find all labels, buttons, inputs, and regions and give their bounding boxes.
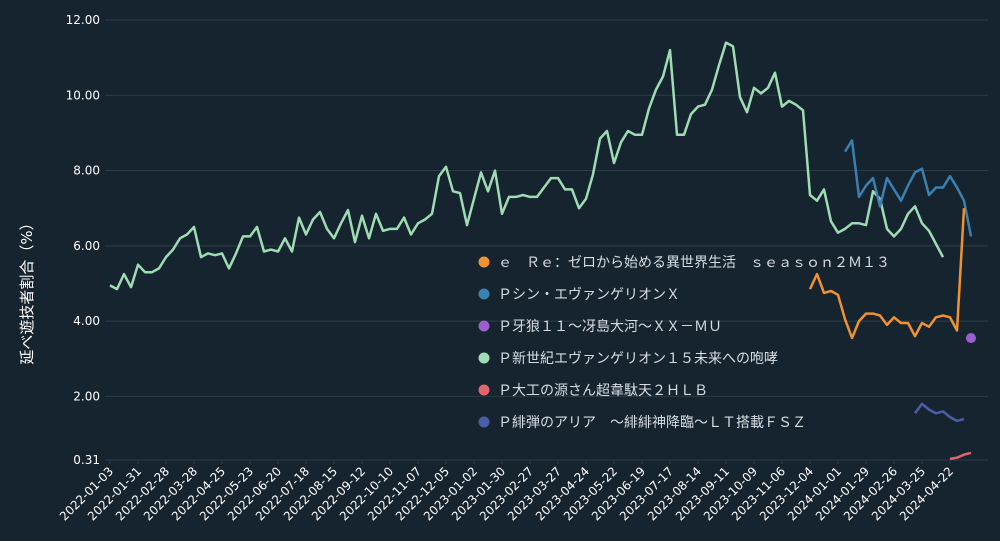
y-tick-label: 8.00 [73,164,100,178]
series-line [109,41,945,291]
legend-marker [478,288,490,300]
legend: ｅ Ｒｅ：ゼロから始める異世界生活 ｓｅａｓｏｎ２Ｍ１３ Ｐシン・エヴァンゲリオン… [478,255,890,431]
y-tick-label: 0.31 [73,453,100,467]
series-lines [109,41,976,461]
y-axis: 0.31 2.00 4.00 6.00 8.00 10.00 12.00 [66,13,100,467]
legend-label: Ｐ大工の源さん超韋駄天２ＨＬＢ [498,383,708,399]
y-axis-title: 延べ遊技者割合（%） [18,215,36,364]
legend-marker [478,256,490,268]
y-tick-label: 6.00 [73,239,100,253]
legend-label: ｅ Ｒｅ：ゼロから始める異世界生活 ｓｅａｓｏｎ２Ｍ１３ [498,255,890,271]
legend-label: Ｐシン・エヴァンゲリオンＸ [498,286,680,303]
legend-marker [478,384,490,396]
legend-label: Ｐ牙狼１１～冴島大河～ＸＸ－ＭＵ [498,319,722,335]
gridlines [105,19,988,461]
x-axis: 2022-01-032022-01-312022-02-282022-03-28… [57,460,956,523]
series-line [843,139,973,237]
series-point [966,333,976,344]
series-line [949,451,972,461]
y-tick-label: 2.00 [73,389,100,403]
legend-marker [478,320,490,332]
legend-marker [478,352,490,364]
y-tick-label: 12.00 [66,13,100,27]
y-tick-label: 10.00 [66,88,100,102]
legend-label: Ｐ緋弾のアリア ～緋緋神降臨～ＬＴ搭載ＦＳＺ [498,415,806,431]
series-line [808,208,966,340]
y-tick-label: 4.00 [73,314,100,328]
legend-label: Ｐ新世紀エヴァンゲリオン１５未来への咆哮 [498,350,778,367]
legend-marker [478,416,490,428]
series-line [913,402,965,423]
